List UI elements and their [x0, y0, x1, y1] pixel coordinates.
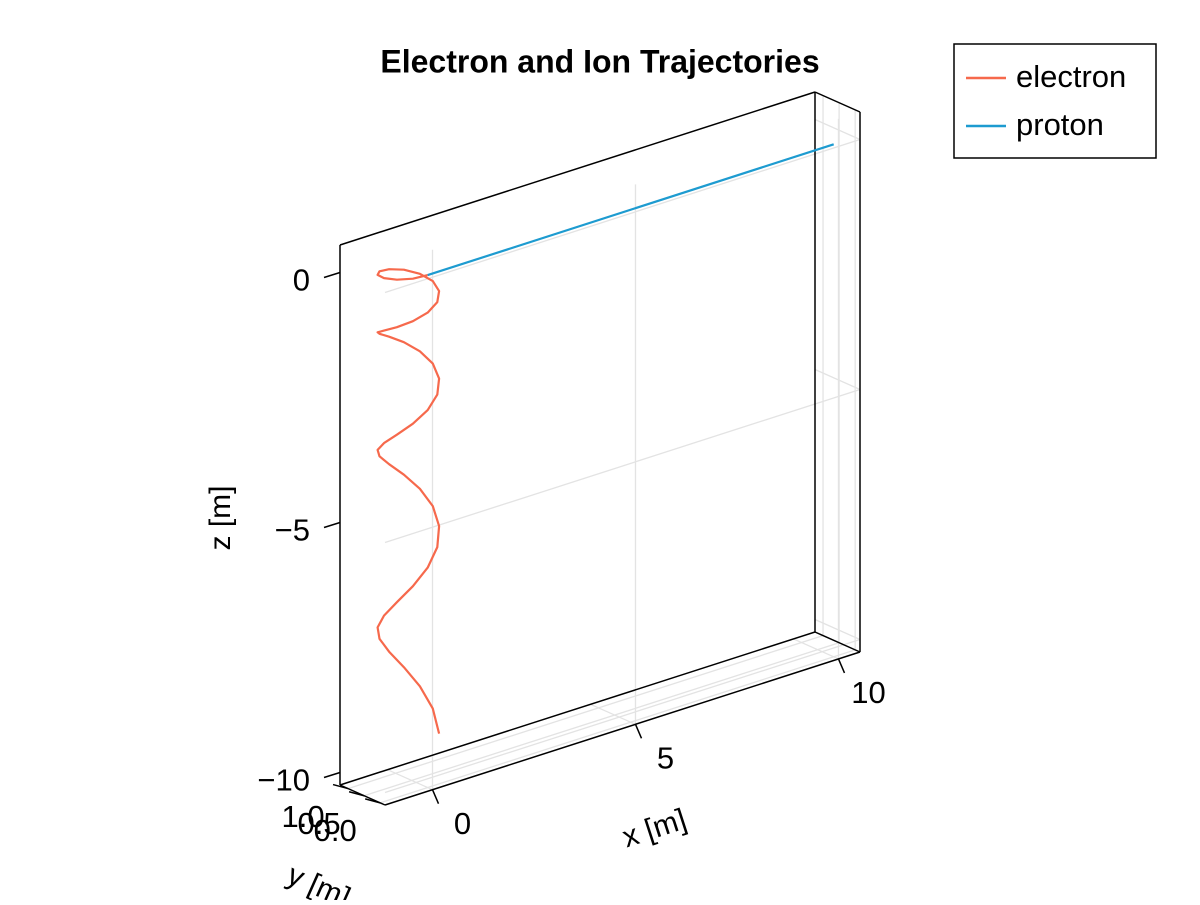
frame: [339, 91, 861, 806]
trajectory-line: [427, 143, 835, 277]
z-tick: [323, 521, 341, 529]
grid-line: [814, 618, 861, 641]
x-tick-label: 0: [454, 806, 471, 841]
y-tick: [364, 798, 381, 804]
legend-box: [953, 43, 1157, 159]
axis-frame: [814, 631, 861, 653]
axis-frame: [339, 631, 816, 786]
x-axis-label: x [m]: [619, 803, 691, 854]
grid-line: [379, 649, 856, 804]
z-tick: [323, 271, 341, 279]
x-tick-label: 10: [851, 675, 885, 710]
y-tick-label: 1.0: [281, 799, 324, 834]
x-tick: [837, 658, 846, 674]
y-tick: [332, 783, 349, 790]
axes: −10 −5 0 0 5 10 0.00.51.0: [257, 263, 885, 848]
y-tick-label: 0.0: [314, 813, 357, 848]
z-tick: [323, 771, 341, 779]
z-axis-label: z [m]: [204, 486, 237, 551]
trajectory-line: [376, 268, 441, 734]
grid-line: [384, 388, 861, 544]
axis-frame: [339, 91, 816, 246]
y-tick: [348, 790, 365, 797]
grid-line: [814, 368, 861, 391]
grid-line: [384, 638, 861, 794]
legend: electron proton: [966, 59, 1126, 142]
grid-line: [814, 118, 861, 141]
legend-label: electron: [1016, 59, 1126, 94]
x-tick: [431, 789, 440, 804]
y-axis-label: y [m]: [282, 858, 355, 900]
z-tick-label: 0: [293, 263, 310, 298]
plot-area: [376, 143, 835, 734]
grid-line: [363, 642, 840, 797]
grid-line: [384, 138, 861, 294]
axis-frame: [384, 651, 861, 806]
grid-line: [347, 634, 824, 790]
chart-title: Electron and Ion Trajectories: [380, 43, 819, 79]
x-tick-label: 5: [657, 741, 674, 776]
y-tick-label: 0.5: [298, 806, 341, 841]
x-tick: [634, 724, 643, 739]
z-tick-label: −5: [275, 513, 310, 548]
grid: [347, 95, 861, 804]
axis-frame: [814, 91, 861, 113]
legend-label: proton: [1016, 107, 1104, 142]
z-tick-label: −10: [257, 763, 310, 798]
